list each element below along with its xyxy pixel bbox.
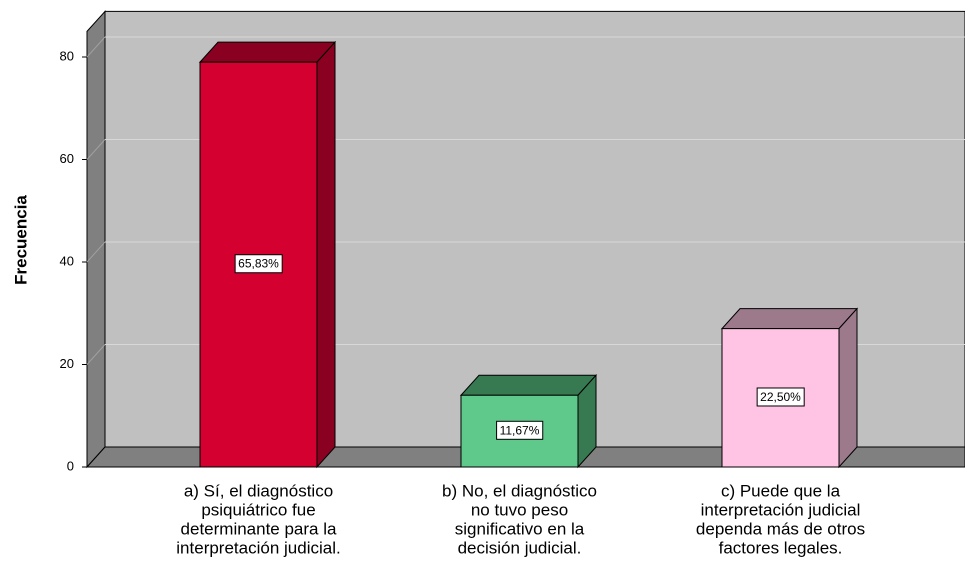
x-tick-label: dependa más de otros — [696, 519, 865, 538]
y-tick-label: 60 — [60, 151, 74, 166]
x-tick-label: c) Puede que la — [721, 481, 841, 500]
x-tick-label: no tuvo peso — [471, 500, 568, 519]
bar-side — [838, 307, 858, 469]
x-tick-label: interpretación judicial. — [176, 538, 340, 557]
x-tick-label: significativo en la — [455, 519, 585, 538]
y-tick-label: 80 — [60, 48, 74, 63]
x-tick-label: determinante para la — [181, 519, 337, 538]
data-label-box — [756, 387, 805, 407]
x-tick-label: psiquiátrico fue — [201, 500, 315, 519]
data-label: 11,67% — [500, 423, 540, 437]
bar-side — [316, 40, 336, 469]
left-wall — [86, 10, 106, 469]
x-tick-label: decisión judicial. — [458, 538, 582, 557]
bar-top — [198, 41, 337, 63]
x-tick-label: factores legales. — [719, 538, 843, 557]
x-tick-label: interpretación judicial — [701, 500, 861, 519]
bar-top — [459, 374, 598, 396]
data-label-box — [496, 420, 544, 440]
y-axis-label: Frecuencia — [11, 195, 30, 285]
grid-line — [86, 36, 106, 58]
x-tick-label: b) No, el diagnóstico — [442, 481, 597, 500]
grid-line — [86, 139, 106, 160]
y-tick-label: 0 — [67, 458, 74, 473]
bar — [720, 307, 859, 469]
data-label: 22,50% — [760, 390, 801, 404]
grid-line — [86, 344, 106, 365]
bar-top — [720, 308, 859, 330]
x-tick-label: a) Sí, el diagnóstico — [184, 481, 333, 500]
data-label: 65,83% — [238, 257, 279, 271]
grid-line — [86, 241, 106, 263]
y-tick-label: 40 — [60, 253, 74, 268]
data-label-box — [234, 254, 283, 274]
y-tick-label: 20 — [60, 356, 74, 371]
